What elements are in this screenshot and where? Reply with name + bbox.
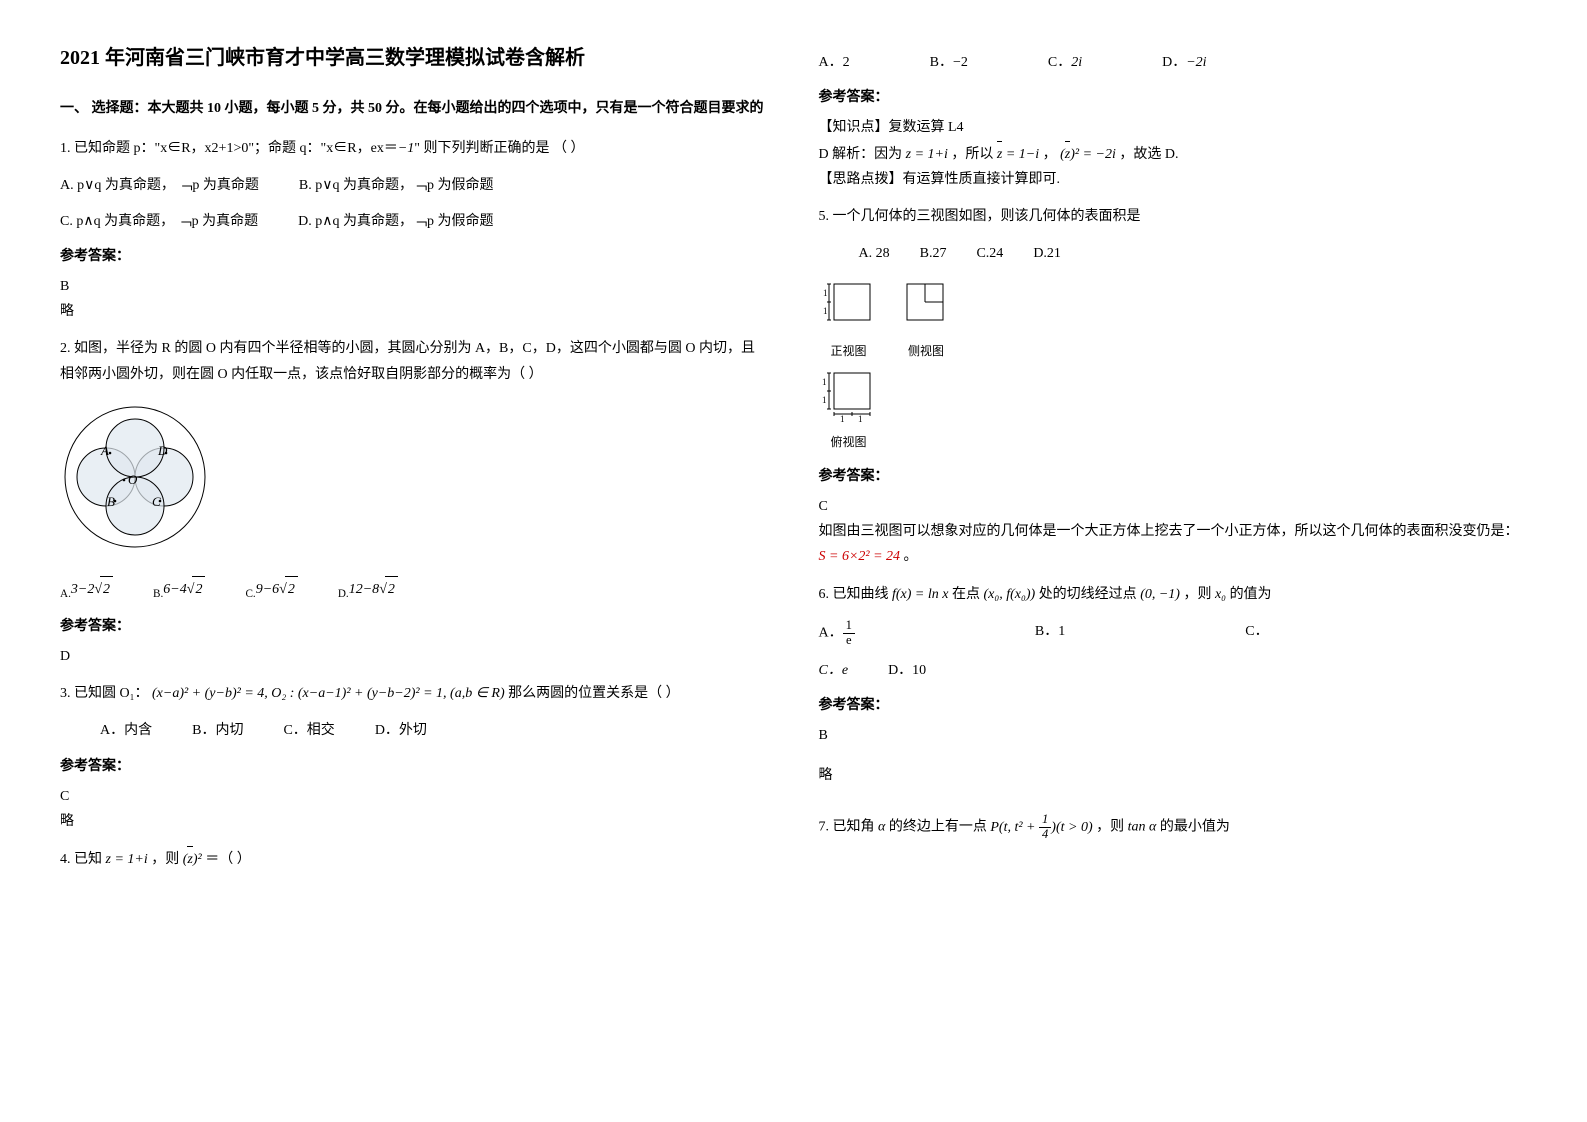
q3-answer-detail: 略: [60, 809, 769, 834]
q1-stem-a: 1. 已知命题 p："x∈R，x2+1>0"；命题 q："x∈R，ex＝: [60, 141, 398, 156]
q3-choice-a: A．内含: [100, 718, 152, 743]
q4-stem-e: ＝（ ）: [205, 852, 251, 867]
q3-choice-b: B．内切: [192, 718, 243, 743]
q4-solution: D 解析：因为 z = 1+i ，所以 z = 1−i ， (z)² = −2i…: [819, 141, 1528, 167]
q1-choice-b: B. p∨q 为真命题，﹁p 为假命题: [299, 173, 494, 198]
q3-stem-c: 那么两圆的位置关系是（ ）: [508, 686, 680, 701]
q6-choice-c: C．e: [819, 658, 849, 683]
q3-stem-a: 3. 已知圆 O₁：: [60, 686, 149, 701]
q7-point: P(t, t² + 14)(t > 0): [990, 820, 1096, 835]
q4-stem-a: 4. 已知: [60, 852, 102, 867]
q5-answer-label: 参考答案：: [819, 464, 1528, 489]
q6-answer: B: [819, 723, 1528, 748]
q3-answer-label: 参考答案：: [60, 754, 769, 779]
q1-choice-d: D. p∧q 为真命题，﹁p 为假命题: [298, 209, 493, 234]
q6-answer-label: 参考答案：: [819, 693, 1528, 718]
q5-choice-a: A. 28: [859, 241, 890, 266]
q1-choice-c: C. p∧q 为真命题， ﹁p 为真命题: [60, 209, 258, 234]
q4-stem-d: (z)²: [183, 852, 202, 867]
q4-stem-b: z = 1+i: [106, 852, 148, 867]
q4-tip: 【思路点拨】有运算性质直接计算即可.: [819, 167, 1528, 192]
q2-choices: A.3−2√2 B.6−4√2 C.9−6√2 D.12−8√2: [60, 576, 769, 604]
question-2: 2. 如图，半径为 R 的圆 O 内有四个半径相等的小圆，其圆心分别为 A，B，…: [60, 336, 769, 386]
q2-choice-b: B.6−4√2: [153, 576, 205, 604]
q4-choice-a: A．2: [819, 50, 850, 75]
q4-choice-c: C．2i: [1048, 50, 1082, 75]
right-column: A．2 B．−2 C．2i D．−2i 参考答案： 【知识点】复数运算 L4 D…: [819, 40, 1528, 884]
q1-choices-row2: C. p∧q 为真命题， ﹁p 为真命题 D. p∧q 为真命题，﹁p 为假命题: [60, 209, 769, 234]
q5-answer: C: [819, 494, 1528, 519]
circles-diagram: A D B C O: [60, 402, 210, 552]
q2-answer: D: [60, 644, 769, 669]
q2-figure: A D B C O: [60, 402, 769, 561]
q4-sol-d: z = 1−i: [997, 147, 1039, 162]
front-view: 1 1 正视图: [819, 276, 879, 362]
q2-choice-c: C.9−6√2: [245, 576, 297, 604]
question-1: 1. 已知命题 p："x∈R，x2+1>0"；命题 q："x∈R，ex＝−1" …: [60, 136, 769, 161]
q4-stem-c: ，则: [151, 852, 179, 867]
q3-choices: A．内含 B．内切 C．相交 D．外切: [100, 718, 769, 743]
svg-text:1: 1: [822, 377, 827, 387]
question-4-stem: 4. 已知 z = 1+i ，则 (z)² ＝（ ）: [60, 846, 769, 872]
q6-choice-b: B．1: [1035, 619, 1065, 648]
q3-stem-b: (x−a)² + (y−b)² = 4, O₂ : (x−a−1)² + (y−…: [152, 686, 505, 701]
q6-choice-d: D．10: [888, 658, 926, 683]
q5-choice-b: B.27: [920, 241, 947, 266]
q1-answer-detail: 略: [60, 299, 769, 324]
svg-text:1: 1: [822, 395, 827, 405]
paper-title: 2021 年河南省三门峡市育才中学高三数学理模拟试卷含解析: [60, 40, 769, 76]
question-7: 7. 已知角 α 的终边上有一点 P(t, t² + 14)(t > 0) ，则…: [819, 813, 1528, 842]
q5-choices: A. 28 B.27 C.24 D.21: [859, 241, 1528, 266]
q1-answer-label: 参考答案：: [60, 244, 769, 269]
q6-choice-a: A．1e: [819, 619, 855, 648]
section-1-header: 一、 选择题：本大题共 10 小题，每小题 5 分，共 50 分。在每小题给出的…: [60, 96, 769, 121]
q5-choice-c: C.24: [976, 241, 1003, 266]
top-view: 1 1 1 1 俯视图: [819, 368, 1528, 454]
q6-choices-row1: A．1e B．1 C．: [819, 619, 1528, 648]
q6-choices-row2: C．e D．10: [819, 658, 1528, 683]
left-column: 2021 年河南省三门峡市育才中学高三数学理模拟试卷含解析 一、 选择题：本大题…: [60, 40, 769, 884]
q3-choice-c: C．相交: [283, 718, 334, 743]
fig-label-a: A: [100, 443, 109, 458]
q4-know: 【知识点】复数运算 L4: [819, 115, 1528, 140]
q2-answer-label: 参考答案：: [60, 614, 769, 639]
side-view: 侧视图: [899, 276, 954, 362]
three-view-figure: 1 1 正视图 侧视图: [819, 276, 1528, 454]
q1-stem-c: " 则下列判断正确的是 （ ）: [414, 141, 584, 156]
q2-choice-a: A.3−2√2: [60, 576, 113, 604]
page-root: 2021 年河南省三门峡市育才中学高三数学理模拟试卷含解析 一、 选择题：本大题…: [60, 40, 1527, 884]
q4-choices: A．2 B．−2 C．2i D．−2i: [819, 50, 1528, 75]
fig-label-d: D: [157, 443, 168, 458]
fig-label-o: O: [128, 472, 138, 487]
q1-stem-b: −1: [398, 141, 414, 156]
svg-text:1: 1: [823, 306, 828, 316]
q4-choice-b: B．−2: [930, 50, 968, 75]
q4-sol-f: (z)² = −2i: [1060, 147, 1116, 162]
question-3: 3. 已知圆 O₁： (x−a)² + (y−b)² = 4, O₂ : (x−…: [60, 681, 769, 706]
q1-answer: B: [60, 274, 769, 299]
svg-text:1: 1: [858, 414, 863, 423]
q4-choice-d: D．−2i: [1162, 50, 1206, 75]
q5-choice-d: D.21: [1033, 241, 1061, 266]
svg-text:1: 1: [840, 414, 845, 423]
q2-choice-d: D.12−8√2: [338, 576, 398, 604]
q3-choice-d: D．外切: [375, 718, 427, 743]
q5-sol-b: S = 6×2² = 24: [819, 549, 901, 564]
svg-text:1: 1: [823, 288, 828, 298]
q3-answer: C: [60, 784, 769, 809]
q1-choice-a: A. p∨q 为真命题， ﹁p 为真命题: [60, 173, 259, 198]
q6-answer-detail: 略: [819, 763, 1528, 788]
question-6: 6. 已知曲线 f(x) = ln x 在点 (x₀, f(x₀)) 处的切线经…: [819, 582, 1528, 607]
q4-answer-label: 参考答案：: [819, 85, 1528, 110]
question-5: 5. 一个几何体的三视图如图，则该几何体的表面积是: [819, 204, 1528, 229]
q6-choice-c-label: C．: [1245, 619, 1268, 648]
q5-solution: 如图由三视图可以想象对应的几何体是一个大正方体上挖去了一个小正方体，所以这个几何…: [819, 519, 1528, 569]
q1-choices-row1: A. p∨q 为真命题， ﹁p 为真命题 B. p∨q 为真命题，﹁p 为假命题: [60, 173, 769, 198]
